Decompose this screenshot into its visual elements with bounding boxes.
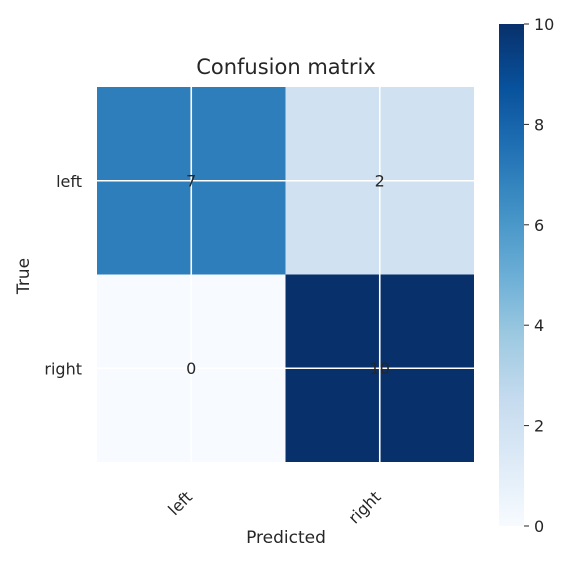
y-tick-label: left [56, 172, 82, 191]
colorbar-tick-label: 8 [534, 115, 544, 134]
colorbar-gradient [499, 24, 524, 526]
matrix-group: 7 2 0 10 [97, 87, 474, 462]
cell-value-label: 10 [370, 359, 390, 378]
x-tick-label: right [345, 487, 385, 527]
y-tick-label: right [44, 359, 82, 378]
colorbar: 0 2 4 6 8 10 [499, 15, 554, 536]
x-axis-label: Predicted [246, 528, 326, 548]
colorbar-tick-label: 2 [534, 417, 544, 436]
x-ticks: left right [164, 487, 384, 527]
cell-value-label: 2 [375, 171, 385, 190]
cell-value-label: 7 [186, 171, 196, 190]
chart-title: Confusion matrix [196, 55, 376, 79]
colorbar-tick-label: 4 [534, 316, 544, 335]
x-tick-label: left [164, 487, 196, 519]
colorbar-tick-label: 6 [534, 216, 544, 235]
colorbar-tick-label: 0 [534, 517, 544, 536]
y-axis-label: True [14, 258, 34, 295]
colorbar-tick-label: 10 [534, 15, 554, 34]
cell-value-label: 0 [186, 359, 196, 378]
y-ticks: left right [44, 172, 82, 379]
